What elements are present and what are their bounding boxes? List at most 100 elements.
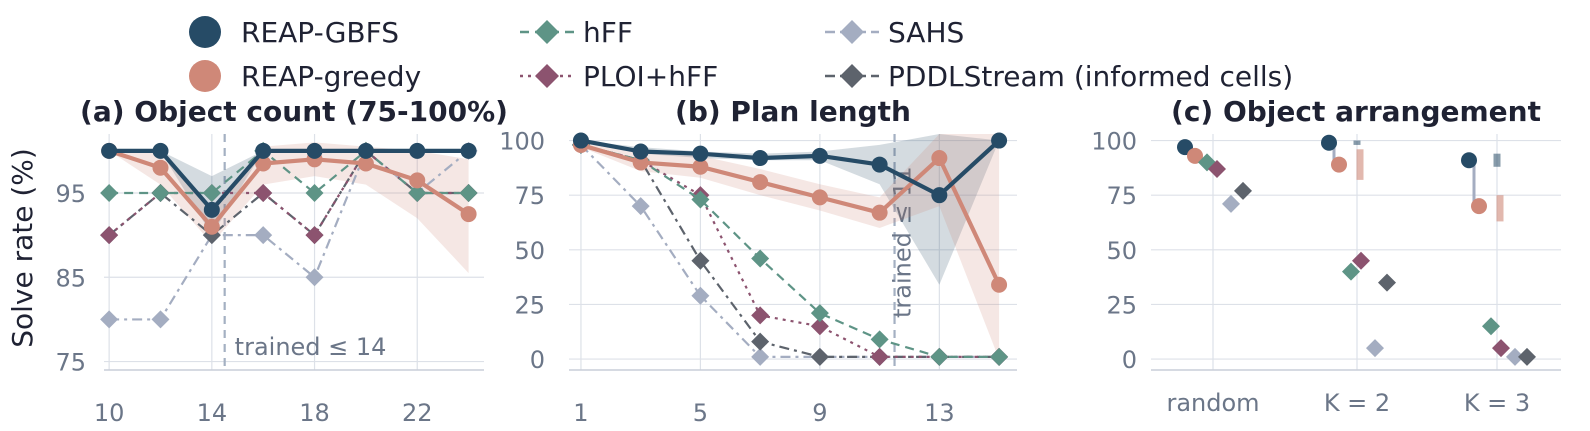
legend-item-reap-greedy: REAP-greedy: [189, 60, 421, 93]
data-point-reap-greedy: [991, 276, 1008, 293]
legend-marker-reap-gbfs: [189, 16, 221, 48]
data-point-reap-greedy: [203, 218, 220, 235]
series-line-hff: [109, 149, 469, 195]
y-tick-label: 75: [514, 182, 545, 210]
x-tick-label: K = 3: [1464, 389, 1530, 417]
y-tick-label: 0: [1122, 346, 1137, 374]
panel-title: (a) Object count (75-100%): [80, 95, 508, 128]
data-point-hff: [1342, 262, 1360, 281]
legend-label-hff: hFF: [583, 16, 633, 49]
series-reap-gbfs: [572, 132, 1008, 204]
data-point-reap-gbfs: [203, 201, 220, 218]
y-tick-label: 50: [1106, 237, 1137, 265]
data-point-reap-greedy: [752, 174, 769, 191]
data-point-sahs: [631, 197, 650, 216]
data-point-sahs: [691, 286, 710, 305]
x-tick-label: 18: [299, 399, 330, 427]
x-tick-label: 5: [693, 399, 708, 427]
panel-object-arrangement: random K = 2 K = 3 0 25 50 75 100 (c) Object arr…: [1091, 95, 1561, 417]
series-reap-greedy: [101, 142, 477, 235]
series-hff: [1198, 153, 1500, 336]
data-point-pddl: [1518, 347, 1536, 366]
data-point-reap-gbfs: [991, 132, 1008, 149]
x-tick-label: 22: [402, 399, 433, 427]
legend-item-pddl: PDDLStream (informed cells): [825, 60, 1293, 93]
data-point-hff: [408, 184, 427, 202]
y-tick-label: 85: [55, 264, 86, 292]
legend-label-reap-gbfs: REAP-GBFS: [241, 16, 399, 49]
data-point-ploi: [1208, 159, 1226, 178]
data-point-reap-gbfs: [632, 143, 649, 160]
data-point-hff: [691, 190, 710, 209]
x-tick-label: K = 2: [1324, 389, 1390, 417]
legend-marker-reap-greedy: [189, 60, 221, 92]
series-line-reap-greedy: [580, 142, 1001, 286]
data-point-ploi: [810, 317, 829, 336]
series-line-reap-gbfs: [580, 138, 1001, 198]
panel-title: (b) Plan length: [675, 95, 911, 128]
data-point-ploi: [100, 226, 119, 245]
legend-marker-hff: [535, 20, 559, 44]
series-reap-gbfs: [1177, 134, 1477, 169]
data-point-pddl: [751, 332, 770, 351]
data-point-reap-gbfs: [460, 142, 477, 159]
data-point-reap-greedy: [1187, 147, 1203, 164]
legend-item-sahs: SAHS: [825, 16, 964, 49]
legend-label-sahs: SAHS: [888, 16, 964, 49]
confidence-band-reap-greedy: [580, 134, 1000, 360]
series-sahs: [1222, 194, 1524, 366]
legend-item-hff: hFF: [520, 16, 633, 49]
y-tick-label: 75: [55, 349, 86, 377]
series-line-sahs: [109, 149, 470, 321]
data-point-reap-gbfs: [152, 142, 169, 159]
legend-item-ploi: PLOI+hFF: [520, 60, 718, 93]
data-point-reap-gbfs: [931, 187, 948, 204]
confidence-band-reap-gbfs: [109, 150, 469, 236]
legend-item-reap-gbfs: REAP-GBFS: [189, 16, 399, 49]
data-point-reap-gbfs: [255, 142, 272, 159]
data-point-reap-greedy: [931, 150, 948, 167]
data-point-reap-greedy: [357, 155, 374, 172]
trained-annotation: trained ≤ 14: [235, 333, 387, 361]
x-tick-label: 13: [924, 399, 955, 427]
y-axis-label: Solve rate (%): [6, 148, 39, 348]
data-point-reap-gbfs: [409, 142, 426, 159]
data-point-reap-greedy: [692, 158, 709, 175]
data-point-reap-gbfs: [752, 150, 769, 167]
data-point-hff: [151, 184, 170, 202]
y-tick-label: 25: [1106, 291, 1137, 319]
panel-title: (c) Object arrangement: [1171, 95, 1541, 128]
x-tick-label: 9: [812, 399, 827, 427]
y-tick-label: 50: [514, 237, 545, 265]
legend-marker-sahs: [840, 20, 864, 44]
data-point-hff: [1482, 317, 1500, 336]
data-point-hff: [305, 184, 324, 202]
data-point-sahs: [1506, 347, 1524, 366]
y-tick-label: 75: [1106, 182, 1137, 210]
legend-marker-pddl: [840, 64, 864, 88]
data-point-ploi: [305, 226, 324, 245]
data-point-hff: [751, 249, 770, 268]
series-line-reap-gbfs: [109, 148, 469, 212]
data-point-ploi: [254, 184, 273, 202]
data-point-reap-greedy: [255, 155, 272, 172]
x-tick-label: 1: [573, 399, 588, 427]
y-tick-label: 95: [55, 180, 86, 208]
data-point-sahs: [1366, 339, 1384, 358]
data-point-hff: [930, 347, 949, 366]
data-point-reap-gbfs: [101, 142, 118, 159]
data-point-ploi: [870, 347, 889, 366]
x-tick-label: 14: [197, 399, 228, 427]
data-point-hff: [990, 347, 1009, 366]
legend: REAP-GBFS REAP-greedy hFF PLOI+hFF SAHS PDDLS…: [189, 16, 1293, 93]
y-tick-label: 100: [499, 128, 545, 156]
data-point-reap-gbfs: [357, 142, 374, 159]
data-point-reap-gbfs: [572, 132, 589, 149]
data-point-reap-greedy: [811, 189, 828, 206]
data-point-ploi: [751, 306, 770, 325]
data-point-hff: [810, 304, 829, 323]
data-point-reap-greedy: [409, 172, 426, 189]
x-tick-label: 10: [94, 399, 125, 427]
